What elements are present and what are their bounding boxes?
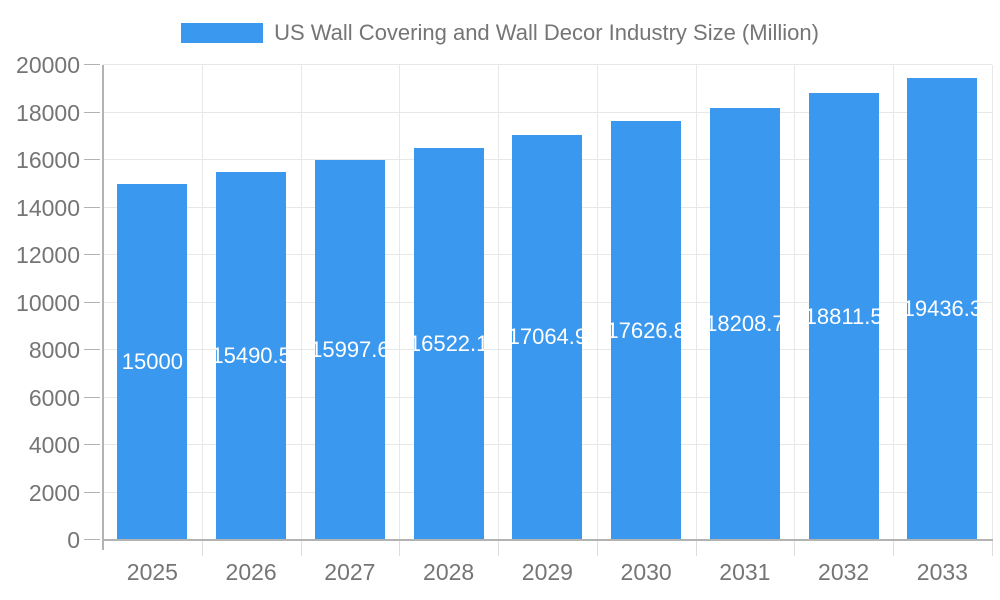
x-axis-label: 2029 [521,559,573,585]
bar-2030[interactable]: 17626.8 [611,121,682,540]
bar-2028[interactable]: 16522.1 [413,147,484,540]
x-axis-tick [300,540,302,556]
x-axis-tick [201,540,203,556]
bar-value-label: 15997.6 [314,337,385,363]
x-axis-label: 2033 [916,559,968,585]
gridline-vertical [695,65,697,540]
y-axis-tick [84,539,100,540]
y-axis-tick [84,491,100,493]
y-axis-label: 2000 [28,479,80,506]
gridline-vertical [893,65,894,540]
bar-value-label: 18208.7 [709,310,780,336]
bar-2032[interactable]: 18811.5 [808,93,879,540]
x-axis-label: 2031 [719,559,771,585]
bar-value-label: 18811.5 [808,303,879,329]
bar-value-label: 16522.1 [413,330,484,356]
bar-2026[interactable]: 15490.5 [216,172,287,540]
x-axis-line [102,539,993,541]
gridline-horizontal [103,64,992,65]
gridline-horizontal [103,111,992,113]
y-axis-tick [84,444,100,445]
gridline-vertical [498,65,499,540]
bar-value-label: 19436.3 [907,296,978,322]
x-axis-label: 2032 [818,559,870,585]
bar-value-label: 17626.8 [611,317,682,343]
x-axis-label: 2030 [620,559,672,585]
y-axis-tick [84,206,100,208]
x-axis-tick [991,540,993,556]
x-axis-tick [498,540,499,556]
gridline-vertical [201,65,203,540]
bar-value-label: 17064.9 [512,324,583,350]
chart-legend[interactable]: US Wall Covering and Wall Decor Industry… [0,20,1000,46]
y-axis-label: 18000 [16,99,80,126]
x-axis-label: 2027 [324,559,376,585]
y-axis-label: 6000 [28,384,80,411]
bar-2031[interactable]: 18208.7 [709,107,780,540]
legend-label: US Wall Covering and Wall Decor Industry… [274,20,819,45]
gridline-vertical [596,65,598,540]
y-axis-line [102,65,104,550]
bar-2025[interactable]: 15000 [117,183,188,540]
y-axis-label: 16000 [16,147,80,173]
y-axis-tick [84,349,100,350]
x-axis-tick [596,540,598,556]
y-axis-tick [84,64,100,65]
y-axis-label: 4000 [28,432,80,458]
bar-2033[interactable]: 19436.3 [907,78,978,540]
x-axis-label: 2025 [126,559,178,585]
bar-value-label: 15000 [121,348,183,374]
y-axis-label: 20000 [16,52,80,78]
y-axis-tick [84,159,100,160]
gridline-vertical [399,65,401,540]
x-axis-tick [794,540,796,556]
y-axis-tick [84,111,100,113]
bar-2027[interactable]: 15997.6 [314,160,385,540]
gridline-vertical [991,65,993,540]
gridline-vertical [300,65,302,540]
legend-swatch [181,23,264,43]
y-axis-label: 10000 [16,289,80,316]
y-axis-tick [84,396,100,398]
x-axis-tick [893,540,894,556]
gridline-vertical [794,65,796,540]
y-axis-label: 0 [67,527,80,553]
x-axis-label: 2026 [225,559,277,585]
x-axis-tick [695,540,697,556]
x-axis-tick [399,540,401,556]
bar-value-label: 15490.5 [216,343,287,369]
y-axis-label: 14000 [16,194,80,221]
y-axis-tick [84,301,100,303]
y-axis-tick [84,254,100,255]
bar-2029[interactable]: 17064.9 [512,134,583,540]
x-axis-label: 2028 [423,559,475,585]
y-axis-label: 8000 [28,337,80,363]
y-axis-label: 12000 [16,242,80,268]
